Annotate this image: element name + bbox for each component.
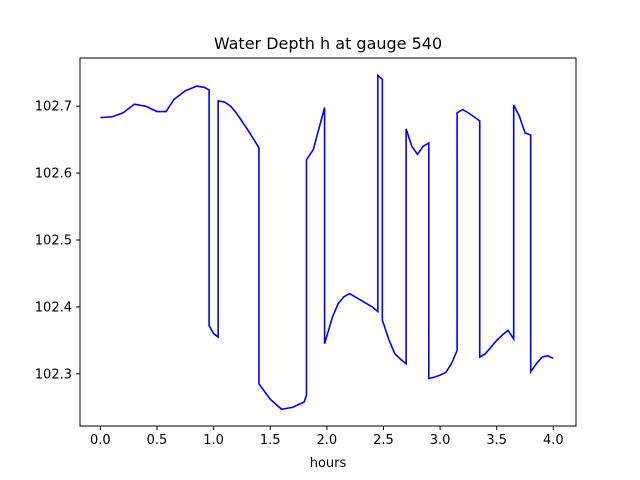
y-tick-label: 102.5: [35, 233, 72, 248]
x-axis: 0.0 0.5 1.0 1.5 2.0 2.5 3.0 3.5 4.0: [90, 426, 564, 448]
x-tick-label: 4.0: [543, 433, 564, 448]
chart-title: Water Depth h at gauge 540: [214, 34, 442, 53]
plot-area: [79, 57, 577, 427]
x-tick-label: 3.0: [430, 433, 451, 448]
x-tick-label: 1.5: [260, 433, 281, 448]
series-line: [100, 73, 554, 411]
x-tick-label: 2.5: [373, 433, 394, 448]
x-tick-label: 1.0: [203, 433, 224, 448]
x-tick-label: 0.5: [147, 433, 168, 448]
y-tick-label: 102.7: [35, 100, 72, 115]
x-tick-label: 0.0: [90, 433, 111, 448]
y-tick-label: 102.6: [35, 167, 72, 182]
y-tick-label: 102.4: [35, 300, 72, 315]
y-tick-label: 102.3: [35, 367, 72, 382]
x-tick-label: 2.0: [317, 433, 338, 448]
x-tick-label: 3.5: [486, 433, 507, 448]
y-axis: 102.3 102.4 102.5 102.6 102.7: [35, 100, 80, 382]
x-axis-label: hours: [310, 456, 347, 471]
